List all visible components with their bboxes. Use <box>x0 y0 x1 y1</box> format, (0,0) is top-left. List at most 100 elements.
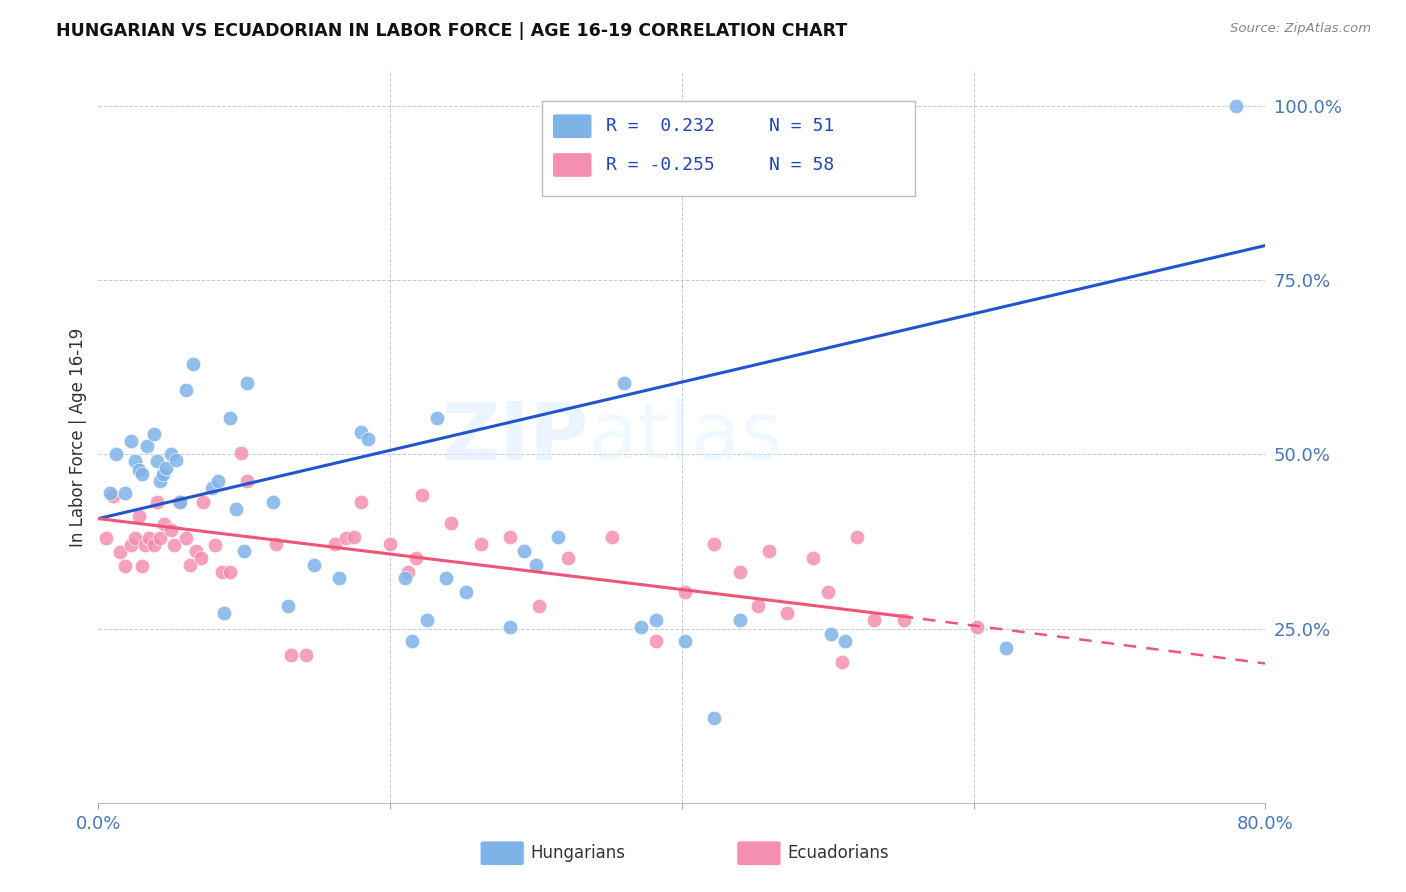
Point <box>411 488 433 502</box>
Point <box>149 474 172 488</box>
Point <box>179 558 201 572</box>
Point <box>994 641 1017 656</box>
Point <box>233 543 256 558</box>
Text: R =  0.232: R = 0.232 <box>606 117 714 136</box>
Text: ZIP: ZIP <box>441 398 589 476</box>
Point <box>499 620 522 634</box>
Point <box>454 585 477 599</box>
Point <box>190 550 212 565</box>
Point <box>415 613 437 627</box>
FancyBboxPatch shape <box>479 841 524 866</box>
Point <box>101 489 124 503</box>
Point <box>135 439 157 453</box>
Point <box>357 432 380 446</box>
Point <box>600 530 623 544</box>
Point <box>174 531 197 545</box>
Point <box>266 536 288 550</box>
Point <box>153 517 176 532</box>
Point <box>104 448 127 462</box>
Text: HUNGARIAN VS ECUADORIAN IN LABOR FORCE | AGE 16-19 CORRELATION CHART: HUNGARIAN VS ECUADORIAN IN LABOR FORCE |… <box>56 22 848 40</box>
Point <box>820 627 842 641</box>
Point <box>323 536 346 550</box>
Point <box>350 425 373 440</box>
Point <box>165 453 187 467</box>
Point <box>98 485 121 500</box>
Point <box>426 411 449 425</box>
Text: N = 58: N = 58 <box>769 156 835 174</box>
Text: Source: ZipAtlas.com: Source: ZipAtlas.com <box>1230 22 1371 36</box>
Point <box>801 550 824 565</box>
Point <box>703 711 725 725</box>
Point <box>149 531 172 545</box>
Text: Ecuadorians: Ecuadorians <box>787 844 889 863</box>
Point <box>703 536 725 550</box>
Text: Hungarians: Hungarians <box>530 844 626 863</box>
Point <box>343 530 366 544</box>
Point <box>547 530 569 544</box>
Point <box>134 538 156 552</box>
Point <box>204 538 226 552</box>
Point <box>211 565 233 579</box>
Point <box>225 501 247 516</box>
Point <box>499 530 522 544</box>
Point <box>236 474 259 488</box>
Point <box>120 538 142 552</box>
Point <box>557 550 579 565</box>
Point <box>378 536 402 550</box>
Point <box>612 376 634 391</box>
Point <box>401 634 423 648</box>
Point <box>758 543 780 558</box>
Point <box>673 585 696 599</box>
Point <box>124 531 146 545</box>
Point <box>277 599 299 614</box>
FancyBboxPatch shape <box>541 101 915 195</box>
Point <box>114 558 136 573</box>
Point <box>673 634 696 648</box>
Point <box>160 448 183 462</box>
Point <box>212 607 235 621</box>
Point <box>747 599 769 614</box>
Point <box>169 495 191 509</box>
Point <box>728 613 751 627</box>
FancyBboxPatch shape <box>737 841 782 866</box>
Point <box>236 376 259 391</box>
Point <box>863 613 886 627</box>
Point <box>186 543 208 558</box>
Point <box>294 648 316 662</box>
Point <box>110 545 132 559</box>
FancyBboxPatch shape <box>553 153 592 178</box>
Point <box>142 538 165 552</box>
Point <box>350 495 373 509</box>
Point <box>128 508 150 523</box>
Point <box>152 467 174 481</box>
Point <box>470 536 492 550</box>
Point <box>146 454 169 468</box>
Point <box>513 543 536 558</box>
Point <box>218 565 240 579</box>
Point <box>405 550 427 565</box>
Point <box>163 538 186 552</box>
Point <box>124 454 146 468</box>
Point <box>966 620 988 634</box>
Point <box>167 495 190 509</box>
Point <box>776 607 799 621</box>
Point <box>128 463 150 477</box>
Point <box>328 572 350 586</box>
Point <box>181 357 204 371</box>
Point <box>1225 99 1247 113</box>
FancyBboxPatch shape <box>553 114 592 138</box>
Point <box>138 531 160 545</box>
Point <box>280 648 302 662</box>
Point <box>396 565 419 579</box>
Point <box>131 558 153 573</box>
Point <box>262 495 284 509</box>
Point <box>142 426 165 441</box>
Point <box>893 613 915 627</box>
Point <box>440 516 463 530</box>
Point <box>160 523 183 537</box>
Point <box>831 655 853 669</box>
Point <box>174 384 197 398</box>
Point <box>845 530 868 544</box>
Point <box>527 599 550 614</box>
Point <box>834 634 856 648</box>
